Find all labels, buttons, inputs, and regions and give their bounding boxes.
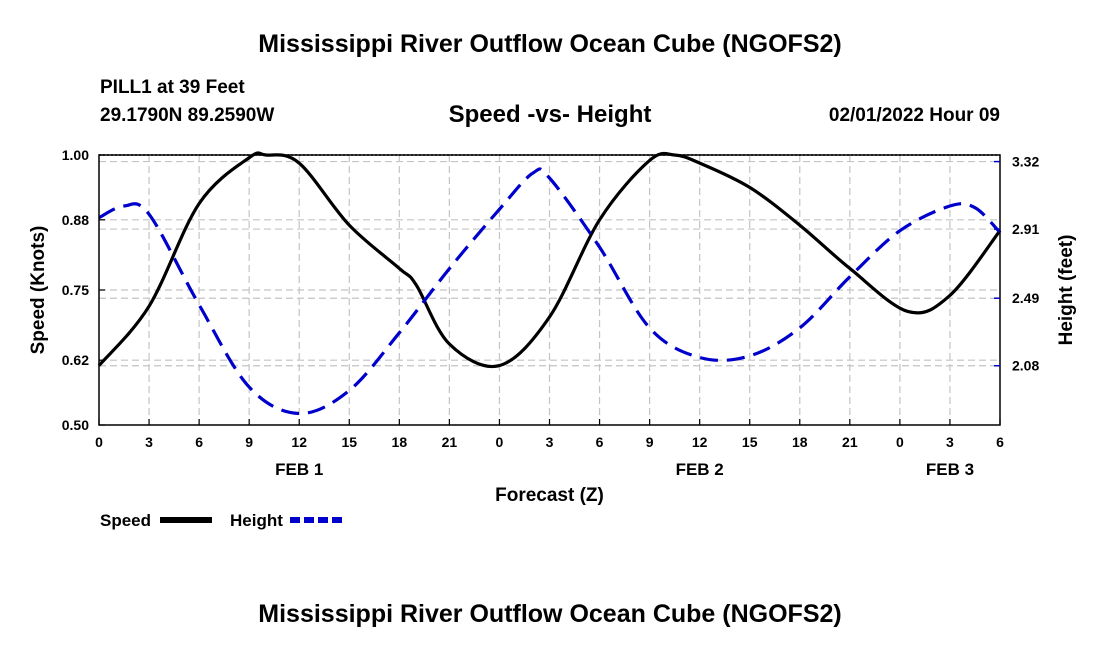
y2-tick-label: 2.08 xyxy=(1012,358,1039,374)
x-tick-label: 21 xyxy=(442,434,458,450)
y2-tick-label: 2.91 xyxy=(1012,221,1039,237)
y-axis-title: Speed (Knots) xyxy=(28,226,49,355)
date-label: FEB 3 xyxy=(926,460,974,479)
y-tick-label: 1.00 xyxy=(62,147,89,163)
y-tick-label: 0.88 xyxy=(62,212,89,228)
x-tick-label: 12 xyxy=(291,434,307,450)
date-label: FEB 1 xyxy=(275,460,323,479)
y2-tick-label: 2.49 xyxy=(1012,290,1039,306)
y-tick-label: 0.50 xyxy=(62,417,89,433)
x-tick-label: 6 xyxy=(596,434,604,450)
series-line-height xyxy=(98,167,1002,416)
chart-title: Mississippi River Outflow Ocean Cube (NG… xyxy=(258,30,842,58)
x-tick-label: 0 xyxy=(496,434,504,450)
x-axis-title: Forecast (Z) xyxy=(495,485,604,506)
x-tick-label: 9 xyxy=(245,434,253,450)
y-tick-label: 0.62 xyxy=(62,352,89,368)
x-tick-label: 15 xyxy=(742,434,758,450)
date-label: FEB 2 xyxy=(676,460,724,479)
series-layer xyxy=(97,151,1002,416)
legend-speed-label: Speed xyxy=(100,511,151,530)
x-tick-label: 15 xyxy=(341,434,357,450)
axis-labels: 0 3 6 9 12 15 18 21 0 3 6 9 12 15 18 21 0 3 6 0.50 0.62 0.75 0… xyxy=(28,147,1077,506)
x-tick-label: 9 xyxy=(646,434,654,450)
x-tick-label: 6 xyxy=(195,434,203,450)
y-tick-label: 0.75 xyxy=(62,282,89,298)
y2-tick-label: 3.32 xyxy=(1012,154,1039,170)
x-tick-label: 12 xyxy=(692,434,708,450)
x-tick-label: 3 xyxy=(145,434,153,450)
x-tick-label: 21 xyxy=(842,434,858,450)
station-coords: 29.1790N 89.2590W xyxy=(100,105,275,126)
y2-axis-title: Height (feet) xyxy=(1056,235,1077,346)
chart-title-repeat: Mississippi River Outflow Ocean Cube (NG… xyxy=(258,600,842,628)
series-line-speed xyxy=(97,151,1002,369)
x-tick-label: 18 xyxy=(392,434,408,450)
chart-subtitle: Speed -vs- Height xyxy=(448,101,652,128)
x-tick-label: 0 xyxy=(95,434,103,450)
x-tick-label: 0 xyxy=(896,434,904,450)
axis-ticks xyxy=(98,154,1001,426)
station-label: PILL1 at 39 Feet xyxy=(100,77,245,98)
grid-lines xyxy=(99,154,1000,425)
x-tick-label: 6 xyxy=(996,434,1004,450)
forecast-timestamp: 02/01/2022 Hour 09 xyxy=(828,105,1000,126)
x-tick-label: 18 xyxy=(792,434,808,450)
legend: Speed Height xyxy=(100,511,342,530)
x-tick-label: 3 xyxy=(946,434,954,450)
legend-height-label: Height xyxy=(230,511,283,530)
x-tick-label: 3 xyxy=(546,434,554,450)
